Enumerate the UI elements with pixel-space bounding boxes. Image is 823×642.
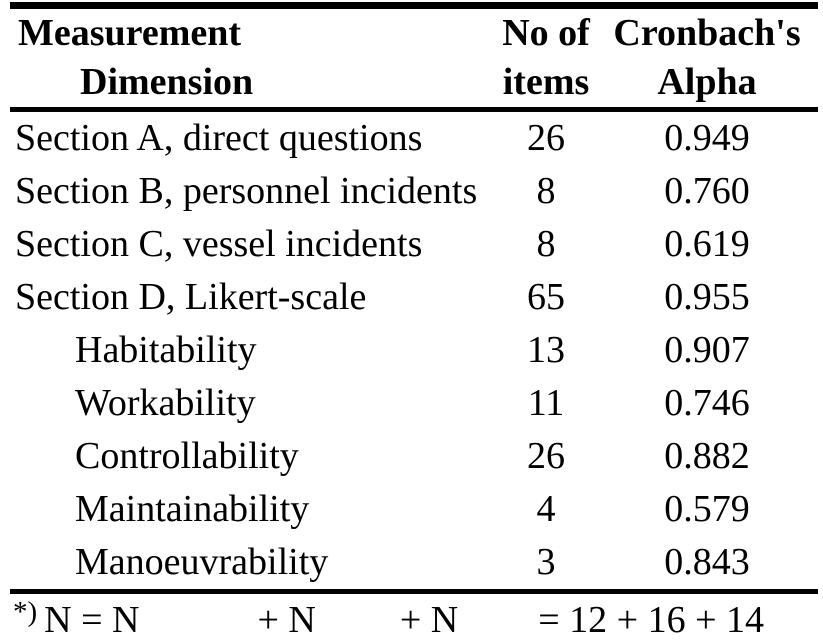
table-row-sub: Manoeuvrability 3 0.843 xyxy=(10,536,818,589)
dimension-cell: Controllability xyxy=(75,435,299,477)
dimension-cell: Section D, Likert-scale xyxy=(15,276,367,318)
row-spacer xyxy=(802,218,818,271)
items-cell: 8 xyxy=(536,223,556,265)
alpha-cell: 0.746 xyxy=(664,382,750,424)
header-items-line1: No of xyxy=(502,12,590,54)
footnote-text-part: + N xyxy=(257,599,316,641)
header-cronbachs-alpha: Cronbach's Alpha xyxy=(612,9,802,107)
table-row: Section C, vessel incidents 8 0.619 xyxy=(10,218,818,271)
alpha-cell: 0.843 xyxy=(664,541,750,583)
table-header-rule xyxy=(10,107,818,112)
header-measurement-line2: Dimension xyxy=(80,61,254,103)
row-spacer xyxy=(802,165,818,218)
row-spacer xyxy=(802,112,818,165)
row-spacer xyxy=(802,271,818,324)
dimension-cell: Section B, personnel incidents xyxy=(15,170,478,212)
table-header-row: Measurement Dimension No of items Cronba… xyxy=(10,9,818,107)
footnote-marker: *) xyxy=(13,596,38,628)
items-cell: 65 xyxy=(527,276,565,318)
table-row-sub: Maintainability 4 0.579 xyxy=(10,483,818,536)
table-body: Section A, direct questions 26 0.949 Sec… xyxy=(10,112,818,589)
alpha-cell: 0.760 xyxy=(664,170,750,212)
dimension-cell: Manoeuvrability xyxy=(75,541,329,583)
row-spacer xyxy=(802,324,818,377)
header-measurement-dimension: Measurement Dimension xyxy=(10,9,480,107)
table-row: Section A, direct questions 26 0.949 xyxy=(10,112,818,165)
items-cell: 26 xyxy=(527,435,565,477)
header-measurement-line1: Measurement xyxy=(18,12,242,54)
table-row-sub: Habitability 13 0.907 xyxy=(10,324,818,377)
items-cell: 4 xyxy=(536,488,556,530)
table-row-sub: Controllability 26 0.882 xyxy=(10,430,818,483)
header-alpha-line1: Cronbach's xyxy=(613,12,801,54)
alpha-cell: 0.579 xyxy=(664,488,750,530)
items-cell: 13 xyxy=(527,329,565,371)
items-cell: 8 xyxy=(536,170,556,212)
table-row: Section D, Likert-scale 65 0.955 xyxy=(10,271,818,324)
row-spacer xyxy=(802,430,818,483)
footnote-text-part: + N xyxy=(399,599,459,641)
dimension-cell: Workability xyxy=(75,382,256,424)
row-spacer xyxy=(802,377,818,430)
table-footnote: *) N = N + N + N = 12 + 16 + 14 xyxy=(10,596,818,642)
table-row: Section B, personnel incidents 8 0.760 xyxy=(10,165,818,218)
header-spacer xyxy=(802,9,818,107)
dimension-cell: Section C, vessel incidents xyxy=(15,223,423,265)
items-cell: 11 xyxy=(527,382,565,424)
table-row-sub: Workability 11 0.746 xyxy=(10,377,818,430)
header-no-of-items: No of items xyxy=(480,9,612,107)
dimension-cell: Habitability xyxy=(75,329,257,371)
dimension-cell: Section A, direct questions xyxy=(15,117,423,159)
items-cell: 26 xyxy=(527,117,565,159)
alpha-cell: 0.907 xyxy=(664,329,750,371)
header-items-line2: items xyxy=(502,61,590,103)
dimension-cell: Maintainability xyxy=(75,488,310,530)
footnote-text-part: N = N xyxy=(44,599,140,641)
table-top-rule xyxy=(10,2,818,9)
alpha-cell: 0.955 xyxy=(664,276,750,318)
footnote-text-part: = 12 + 16 + 14 xyxy=(538,599,765,641)
alpha-cell: 0.882 xyxy=(664,435,750,477)
items-cell: 3 xyxy=(536,541,556,583)
alpha-cell: 0.619 xyxy=(664,223,750,265)
reliability-table: Measurement Dimension No of items Cronba… xyxy=(10,2,818,642)
header-alpha-line2: Alpha xyxy=(657,61,757,103)
table-bottom-rule xyxy=(10,589,818,594)
row-spacer xyxy=(802,483,818,536)
row-spacer xyxy=(802,536,818,589)
alpha-cell: 0.949 xyxy=(664,117,750,159)
